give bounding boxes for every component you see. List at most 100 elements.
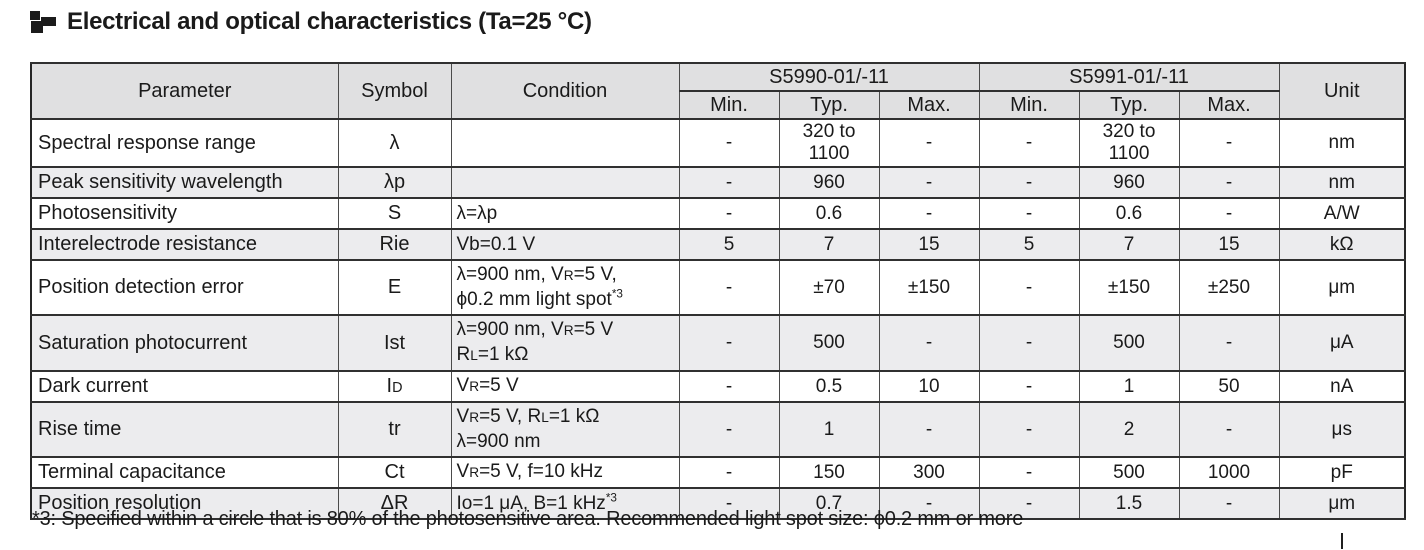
symbol-cell: tr bbox=[337, 401, 452, 458]
unit-cell: μm bbox=[1278, 487, 1406, 520]
parameter-cell: Dark current bbox=[30, 370, 339, 403]
s5991-min-cell: - bbox=[978, 259, 1080, 316]
s5991-typ-cell: 1.5 bbox=[1078, 487, 1180, 520]
col-header-condition: Condition bbox=[450, 62, 680, 120]
s5991-max-cell: 1000 bbox=[1178, 456, 1280, 489]
s5990-max-cell: - bbox=[878, 314, 980, 372]
s5991-min-cell: - bbox=[978, 370, 1080, 403]
condition-cell: Vb=0.1 V bbox=[450, 228, 680, 261]
symbol-cell: Ist bbox=[337, 314, 452, 372]
condition-cell: VR=5 V, RL=1 kΩ λ=900 nm bbox=[450, 401, 680, 458]
s5991-typ-cell: 320 to 1100 bbox=[1078, 118, 1180, 168]
s5990-min-cell: - bbox=[678, 118, 780, 168]
s5991-typ-cell: 500 bbox=[1078, 314, 1180, 372]
s5990-min-cell: - bbox=[678, 166, 780, 199]
s5991-typ-cell: 2 bbox=[1078, 401, 1180, 458]
s5990-max-cell: 300 bbox=[878, 456, 980, 489]
s5991-typ-cell: 1 bbox=[1078, 370, 1180, 403]
s5990-min-cell: - bbox=[678, 401, 780, 458]
s5990-typ-cell: 320 to 1100 bbox=[778, 118, 880, 168]
s5991-min-cell: - bbox=[978, 487, 1080, 520]
s5991-max-cell: 15 bbox=[1178, 228, 1280, 261]
s5990-max-cell: - bbox=[878, 166, 980, 199]
characteristics-table: Parameter Symbol Condition S5990-01/-11 … bbox=[30, 62, 1406, 520]
s5991-max-cell: - bbox=[1178, 118, 1280, 168]
s5991-min-cell: 5 bbox=[978, 228, 1080, 261]
parameter-cell: Rise time bbox=[30, 401, 339, 458]
col-group-s5990: S5990-01/-11 bbox=[678, 62, 980, 92]
condition-cell bbox=[450, 118, 680, 168]
table-row: Rise time tr VR=5 V, RL=1 kΩ λ=900 nm -1- -2-… bbox=[30, 401, 1406, 458]
table-row: Terminal capacitance Ct VR=5 V, f=10 kHz -1… bbox=[30, 456, 1406, 489]
caret-artifact bbox=[1341, 533, 1343, 549]
parameter-cell: Position detection error bbox=[30, 259, 339, 316]
s5990-typ-cell: 0.7 bbox=[778, 487, 880, 520]
symbol-cell: S bbox=[337, 197, 452, 230]
table-body: Spectral response range λ -320 to 1100- -32… bbox=[30, 118, 1406, 520]
s5990-min-cell: - bbox=[678, 456, 780, 489]
condition-cell: λ=λp bbox=[450, 197, 680, 230]
col-header-s5990-min: Min. bbox=[678, 90, 780, 120]
symbol-cell: Ct bbox=[337, 456, 452, 489]
s5990-min-cell: - bbox=[678, 314, 780, 372]
parameter-cell: Photosensitivity bbox=[30, 197, 339, 230]
table-row: Peak sensitivity wavelength λp -960- -960- n… bbox=[30, 166, 1406, 199]
s5990-typ-cell: 0.5 bbox=[778, 370, 880, 403]
parameter-cell: Spectral response range bbox=[30, 118, 339, 168]
condition-cell: VR=5 V bbox=[450, 370, 680, 403]
condition-cell bbox=[450, 166, 680, 199]
unit-cell: μA bbox=[1278, 314, 1406, 372]
s5991-max-cell: 50 bbox=[1178, 370, 1280, 403]
parameter-cell: Interelectrode resistance bbox=[30, 228, 339, 261]
table-row: Saturation photocurrent Ist λ=900 nm, VR=5… bbox=[30, 314, 1406, 372]
s5991-max-cell: - bbox=[1178, 401, 1280, 458]
symbol-cell: E bbox=[337, 259, 452, 316]
s5990-min-cell: - bbox=[678, 197, 780, 230]
unit-cell: pF bbox=[1278, 456, 1406, 489]
s5990-typ-cell: 0.6 bbox=[778, 197, 880, 230]
s5991-min-cell: - bbox=[978, 118, 1080, 168]
s5990-max-cell: 15 bbox=[878, 228, 980, 261]
col-header-s5990-typ: Typ. bbox=[778, 90, 880, 120]
s5991-typ-cell: 500 bbox=[1078, 456, 1180, 489]
s5991-typ-cell: 0.6 bbox=[1078, 197, 1180, 230]
table-row: Spectral response range λ -320 to 1100- -32… bbox=[30, 118, 1406, 168]
s5990-typ-cell: 7 bbox=[778, 228, 880, 261]
s5990-max-cell: 10 bbox=[878, 370, 980, 403]
unit-cell: μs bbox=[1278, 401, 1406, 458]
parameter-cell: Peak sensitivity wavelength bbox=[30, 166, 339, 199]
symbol-cell: λ bbox=[337, 118, 452, 168]
s5991-typ-cell: ±150 bbox=[1078, 259, 1180, 316]
s5990-max-cell: - bbox=[878, 197, 980, 230]
s5991-min-cell: - bbox=[978, 456, 1080, 489]
symbol-cell: Rie bbox=[337, 228, 452, 261]
unit-cell: kΩ bbox=[1278, 228, 1406, 261]
condition-cell: λ=900 nm, VR=5 V, ϕ0.2 mm light spot*3 bbox=[450, 259, 680, 316]
s5991-max-cell: - bbox=[1178, 487, 1280, 520]
unit-cell: A/W bbox=[1278, 197, 1406, 230]
table-row: Position resolution ΔR Io=1 μA, B=1 kHz*3-… bbox=[30, 487, 1406, 520]
s5991-max-cell: - bbox=[1178, 314, 1280, 372]
parameter-cell: Terminal capacitance bbox=[30, 456, 339, 489]
col-header-parameter: Parameter bbox=[30, 62, 339, 120]
symbol-cell: λp bbox=[337, 166, 452, 199]
col-header-s5991-min: Min. bbox=[978, 90, 1080, 120]
section-title-row: Electrical and optical characteristics (… bbox=[30, 8, 592, 36]
section-title: Electrical and optical characteristics (… bbox=[67, 8, 592, 35]
symbol-cell: ID bbox=[337, 370, 452, 403]
s5990-typ-cell: ±70 bbox=[778, 259, 880, 316]
unit-cell: μm bbox=[1278, 259, 1406, 316]
header-row-minmax: Min. Typ. Max. Min. Typ. Max. bbox=[31, 90, 1405, 120]
condition-cell: VR=5 V, f=10 kHz bbox=[450, 456, 680, 489]
unit-cell: nA bbox=[1278, 370, 1406, 403]
s5991-min-cell: - bbox=[978, 166, 1080, 199]
table-row: Interelectrode resistance Rie Vb=0.1 V 5 7 15… bbox=[30, 228, 1406, 261]
col-header-s5990-max: Max. bbox=[878, 90, 980, 120]
s5990-min-cell: 5 bbox=[678, 228, 780, 261]
header-row-groups: Parameter Symbol Condition S5990-01/-11 … bbox=[30, 62, 1406, 120]
s5990-typ-cell: 960 bbox=[778, 166, 880, 199]
condition-cell: Io=1 μA, B=1 kHz*3 bbox=[450, 487, 680, 520]
s5990-max-cell: - bbox=[878, 401, 980, 458]
